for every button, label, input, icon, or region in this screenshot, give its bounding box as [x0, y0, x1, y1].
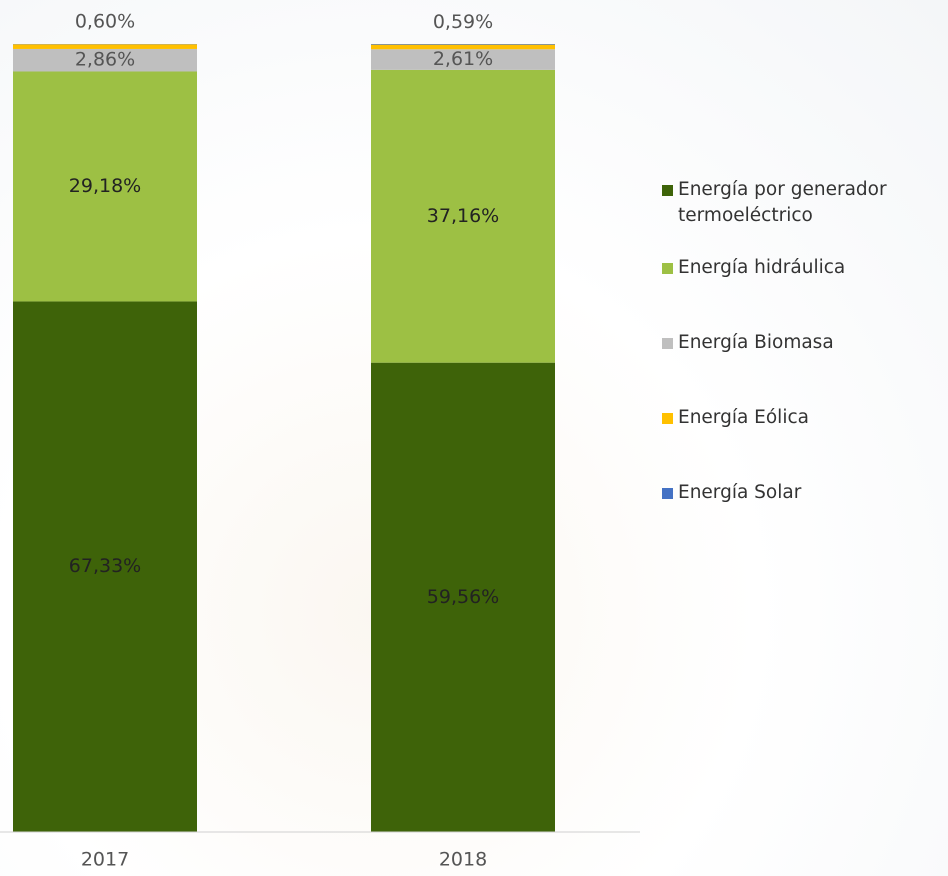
- data-label: 67,33%: [69, 555, 141, 577]
- legend-label: Energía hidráulica: [678, 257, 846, 278]
- legend-swatch: [662, 338, 673, 349]
- bar-segment: [371, 362, 555, 832]
- legend-label: Energía Biomasa: [678, 332, 834, 353]
- legend-swatch: [662, 413, 673, 424]
- legend-item: Energía Solar: [662, 480, 948, 506]
- chart: 67,33% 29,18% 2,86% 0,60% 2017 59,56% 37,16% 2,…: [0, 11, 640, 871]
- bar-segment: [371, 69, 555, 363]
- data-label: 2,61%: [433, 48, 493, 70]
- data-label: 2,86%: [75, 49, 135, 71]
- bar-segment: [13, 48, 197, 72]
- bar-segment: [13, 301, 197, 833]
- legend-swatch: [662, 263, 673, 274]
- legend-label: Energía por generador termoeléctrico: [678, 179, 887, 226]
- legend-label: Energía Solar: [678, 482, 802, 503]
- data-label: 0,59%: [433, 11, 493, 33]
- legend-item: Energía Biomasa: [662, 330, 948, 356]
- data-label: 37,16%: [427, 205, 499, 227]
- bar-segment: [371, 44, 555, 50]
- legend-item: Energía por generador termoeléctrico: [662, 177, 948, 229]
- x-tick-label: 2017: [81, 849, 129, 871]
- legend-item: Energía hidráulica: [662, 255, 948, 281]
- bar-segment: [371, 49, 555, 70]
- bar-segment: [13, 44, 197, 49]
- bar-segment: [13, 71, 197, 302]
- legend-swatch: [662, 488, 673, 499]
- bar-segment: [371, 44, 555, 45]
- data-label: 29,18%: [69, 175, 141, 197]
- legend-swatch: [662, 185, 673, 196]
- data-label: 0,60%: [75, 11, 135, 33]
- data-label: 59,56%: [427, 586, 499, 608]
- legend-item: Energía Eólica: [662, 405, 948, 431]
- legend-label: Energía Eólica: [678, 407, 809, 428]
- x-tick-label: 2018: [439, 849, 487, 871]
